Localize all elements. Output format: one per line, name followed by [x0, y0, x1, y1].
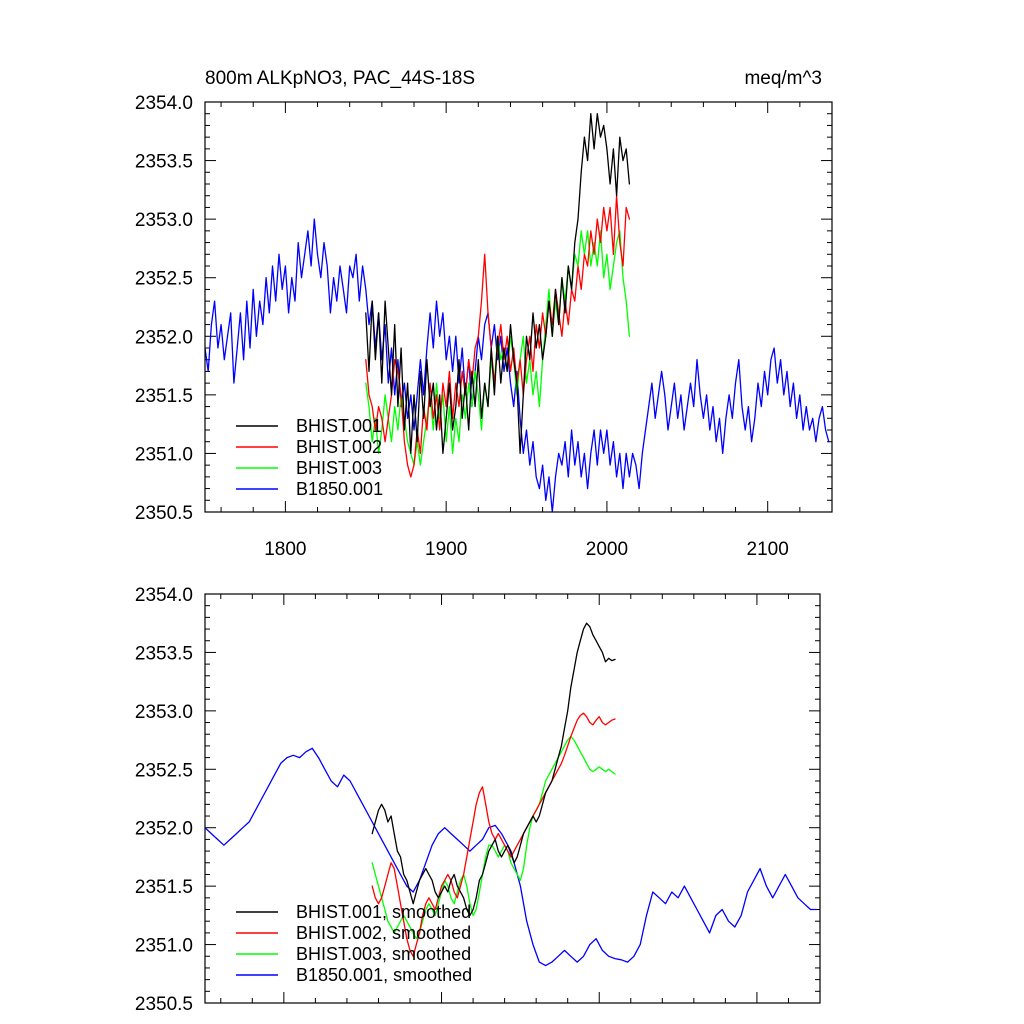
bottom-y-tick-label: 2352.0: [135, 819, 193, 840]
bottom-y-tick-label: 2353.0: [135, 702, 193, 723]
bottom-panel: 2350.5 2351.0 2351.5 2352.0 2352.5 2353.0 2353…: [135, 585, 821, 1015]
bottom-series-line-3: [371, 735, 616, 940]
top-legend-label: BHIST.002: [296, 437, 382, 457]
chart-units: meq/m^3: [744, 68, 822, 89]
top-y-tick-label: 2350.5: [135, 503, 193, 524]
bottom-legend-label: BHIST.003, smoothed: [296, 944, 471, 964]
top-y-tick-label: 2354.0: [135, 93, 193, 114]
top-x-tick-label: 2000: [586, 539, 628, 560]
bottom-y-tick-label: 2352.5: [135, 760, 193, 781]
top-y-tick-label: 2352.5: [135, 269, 193, 290]
top-x-tick-label: 1800: [264, 539, 306, 560]
top-series-line-4: [205, 218, 830, 512]
top-y-tick-label: 2353.5: [135, 152, 193, 173]
bottom-y-tick-label: 2351.5: [135, 877, 193, 898]
top-plot-frame: [204, 101, 833, 513]
top-panel: 1800 1900 2000 2100 2350.5 2351.0 2351.5 2352.0…: [135, 93, 833, 560]
bottom-series-line-1: [371, 622, 616, 917]
top-legend-label: B1850.001: [296, 479, 383, 499]
bottom-y-tick-label: 2351.0: [135, 936, 193, 957]
bottom-y-tick-label: 2353.5: [135, 643, 193, 664]
top-legend-label: BHIST.001: [296, 416, 382, 436]
top-y-tick-label: 2352.0: [135, 327, 193, 348]
top-y-tick-label: 2353.0: [135, 210, 193, 231]
bottom-series-line-4: [205, 747, 818, 967]
bottom-legend-label: BHIST.002, smoothed: [296, 923, 471, 943]
bottom-plot-frame: [204, 593, 821, 1004]
bottom-series-line-2: [371, 712, 616, 957]
bottom-y-tick-label: 2354.0: [135, 585, 193, 606]
top-x-tick-label: 2100: [747, 539, 789, 560]
bottom-y-tick-label: 2350.5: [135, 994, 193, 1015]
top-x-tick-label: 1900: [425, 539, 467, 560]
top-legend-label: BHIST.003: [296, 458, 382, 478]
top-series-line-1: [365, 113, 631, 455]
bottom-legend-label: BHIST.001, smoothed: [296, 902, 471, 922]
top-y-tick-label: 2351.5: [135, 386, 193, 407]
top-y-tick-label: 2351.0: [135, 444, 193, 465]
chart-title: 800m ALKpNO3, PAC_44S-18S: [205, 68, 475, 89]
bottom-legend-label: B1850.001, smoothed: [296, 965, 472, 985]
